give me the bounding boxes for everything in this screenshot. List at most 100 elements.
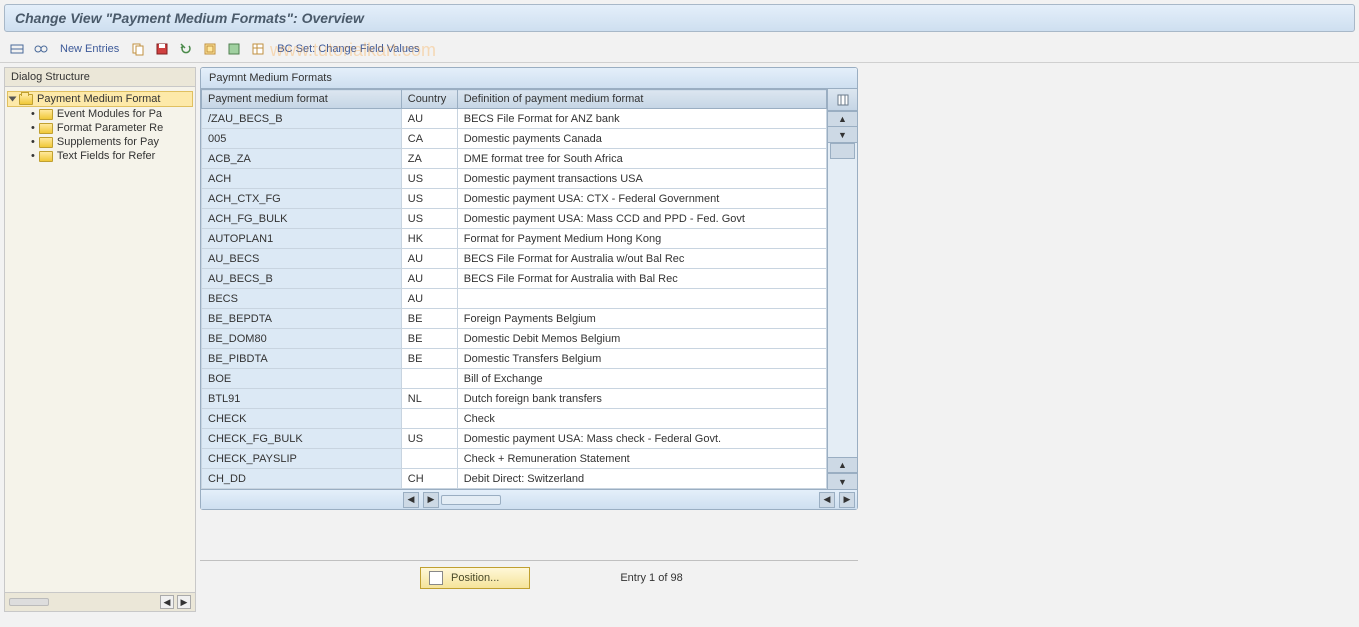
toggle-icon[interactable] [8,40,26,58]
deselect-icon[interactable] [225,40,243,58]
country-cell: US [401,429,457,449]
country-cell: HK [401,229,457,249]
scroll-up2-icon[interactable]: ▲ [828,457,857,473]
country-cell: US [401,209,457,229]
definition-cell: Dutch foreign bank transfers [457,389,826,409]
table-row[interactable]: CHECK_FG_BULKUSDomestic payment USA: Mas… [202,429,827,449]
table-row[interactable]: AUTOPLAN1HKFormat for Payment Medium Hon… [202,229,827,249]
format-cell[interactable]: BE_PIBDTA [202,349,402,369]
bullet-icon: • [31,150,35,162]
table-row[interactable]: 005CADomestic payments Canada [202,129,827,149]
format-cell[interactable]: BECS [202,289,402,309]
format-cell[interactable]: AU_BECS [202,249,402,269]
bullet-icon: • [31,136,35,148]
format-cell[interactable]: 005 [202,129,402,149]
definition-cell: DME format tree for South Africa [457,149,826,169]
country-cell [401,409,457,429]
format-cell[interactable]: ACH_CTX_FG [202,189,402,209]
format-cell[interactable]: BE_BEPDTA [202,309,402,329]
v-scroll-thumb[interactable] [830,143,855,159]
h-scroll-right-icon[interactable]: ▶ [423,492,439,508]
format-cell[interactable]: CHECK [202,409,402,429]
country-cell: BE [401,329,457,349]
grid-footer: ◀ ▶ ◀ ▶ [201,489,857,509]
country-cell: CA [401,129,457,149]
format-cell[interactable]: BE_DOM80 [202,329,402,349]
dialog-structure-panel: Dialog Structure Payment Medium Format •… [4,67,196,612]
column-header[interactable]: Definition of payment medium format [457,90,826,109]
table-row[interactable]: ACB_ZAZADME format tree for South Africa [202,149,827,169]
table-row[interactable]: ACH_CTX_FGUSDomestic payment USA: CTX - … [202,189,827,209]
grid-table: Payment medium formatCountryDefinition o… [201,89,827,489]
table-row[interactable]: ACH_FG_BULKUSDomestic payment USA: Mass … [202,209,827,229]
format-cell[interactable]: CHECK_PAYSLIP [202,449,402,469]
country-cell: US [401,189,457,209]
save-variant-icon[interactable] [153,40,171,58]
select-all-icon[interactable] [201,40,219,58]
table-row[interactable]: BOEBill of Exchange [202,369,827,389]
tree-child[interactable]: •Format Parameter Re [7,121,193,135]
tree-root[interactable]: Payment Medium Format [7,91,193,107]
glasses-icon[interactable] [32,40,50,58]
position-icon [429,571,443,585]
column-header[interactable]: Payment medium format [202,90,402,109]
h-scroll-left2-icon[interactable]: ◀ [819,492,835,508]
tree-child[interactable]: •Event Modules for Pa [7,107,193,121]
table-row[interactable]: /ZAU_BECS_BAUBECS File Format for ANZ ba… [202,109,827,129]
grid-vscroll: ▲ ▼ ▲ ▼ [827,89,857,489]
format-cell[interactable]: BTL91 [202,389,402,409]
format-cell[interactable]: CH_DD [202,469,402,489]
grid-title: Paymnt Medium Formats [201,68,857,89]
column-header[interactable]: Country [401,90,457,109]
country-cell: AU [401,109,457,129]
table-row[interactable]: BTL91NLDutch foreign bank transfers [202,389,827,409]
tree-child[interactable]: •Supplements for Pay [7,135,193,149]
tree-child-label: Format Parameter Re [57,122,163,134]
position-button[interactable]: Position... [420,567,530,589]
grid-icon[interactable] [249,40,267,58]
toolbar: New Entries BC Set: Change Field Values [0,36,1359,63]
table-row[interactable]: BE_DOM80BEDomestic Debit Memos Belgium [202,329,827,349]
scroll-left-icon[interactable]: ◀ [160,595,174,609]
configure-columns-icon[interactable] [828,89,857,111]
bc-set-button[interactable]: BC Set: Change Field Values [273,43,423,55]
tree-child[interactable]: •Text Fields for Refer [7,149,193,163]
v-scroll-track[interactable] [828,143,857,457]
table-row[interactable]: CHECK_PAYSLIPCheck + Remuneration Statem… [202,449,827,469]
table-row[interactable]: CH_DDCHDebit Direct: Switzerland [202,469,827,489]
format-cell[interactable]: AUTOPLAN1 [202,229,402,249]
page-title: Change View "Payment Medium Formats": Ov… [4,4,1355,32]
table-row[interactable]: BECSAU [202,289,827,309]
format-cell[interactable]: /ZAU_BECS_B [202,109,402,129]
entry-status: Entry 1 of 98 [620,572,682,584]
right-panel: Paymnt Medium Formats Payment medium for… [200,67,1355,612]
h-scroll-track[interactable] [441,495,501,505]
format-cell[interactable]: AU_BECS_B [202,269,402,289]
definition-cell: BECS File Format for ANZ bank [457,109,826,129]
table-row[interactable]: ACHUSDomestic payment transactions USA [202,169,827,189]
format-cell[interactable]: ACH [202,169,402,189]
table-row[interactable]: BE_BEPDTABEForeign Payments Belgium [202,309,827,329]
scroll-right-icon[interactable]: ▶ [177,595,191,609]
scroll-down2-icon[interactable]: ▼ [828,473,857,489]
scroll-up-icon[interactable]: ▲ [828,111,857,127]
h-scroll-right2-icon[interactable]: ▶ [839,492,855,508]
table-row[interactable]: BE_PIBDTABEDomestic Transfers Belgium [202,349,827,369]
format-cell[interactable]: CHECK_FG_BULK [202,429,402,449]
copy-icon[interactable] [129,40,147,58]
table-row[interactable]: AU_BECS_BAUBECS File Format for Australi… [202,269,827,289]
format-cell[interactable]: ACH_FG_BULK [202,209,402,229]
new-entries-button[interactable]: New Entries [56,43,123,55]
format-cell[interactable]: BOE [202,369,402,389]
tree-child-label: Event Modules for Pa [57,108,162,120]
format-cell[interactable]: ACB_ZA [202,149,402,169]
undo-icon[interactable] [177,40,195,58]
h-scroll-left-icon[interactable]: ◀ [403,492,419,508]
h-scroll-thumb[interactable] [9,598,49,606]
table-row[interactable]: CHECKCheck [202,409,827,429]
expand-icon[interactable] [9,97,17,102]
scroll-down-icon[interactable]: ▼ [828,127,857,143]
country-cell: CH [401,469,457,489]
folder-icon [39,123,53,134]
table-row[interactable]: AU_BECSAUBECS File Format for Australia … [202,249,827,269]
